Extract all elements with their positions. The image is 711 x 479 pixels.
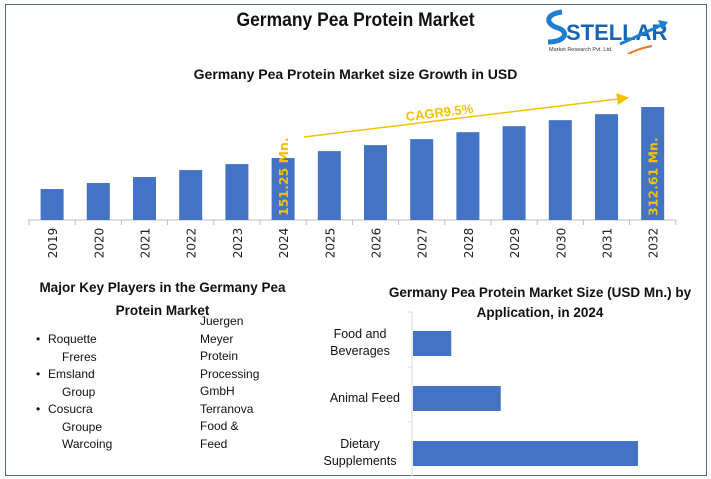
key-player-item-cont: Group [62,384,96,399]
x-tick-label-2027: 2027 [416,228,430,259]
logo-wordmark: STELLAR [566,20,668,45]
key-player-line: Food & [200,419,239,433]
infographic-frame [5,4,707,476]
key-player-line: GmbH [200,384,235,398]
x-tick-label-2023: 2023 [231,228,245,259]
x-tick-label-2024: 2024 [277,228,291,259]
key-player-item-cont: Warcoing [62,437,113,451]
key-player-item: Roquette [36,331,112,349]
x-tick-label-2019: 2019 [46,228,60,259]
key-players-left-list: Roquette Freres Emsland Group Cosucra Gr… [36,331,112,454]
key-player-item-cont: Groupe [62,419,103,434]
key-player-line: Terranova [200,401,254,416]
bar-2022 [179,170,203,220]
bar-2032 [641,107,665,220]
bar-2027 [410,139,434,220]
logo-tagline: Market Research Pvt. Ltd. [549,47,613,53]
cagr-arrow [303,93,629,138]
x-tick-label-2020: 2020 [92,228,106,259]
key-player-line: Meyer [200,331,234,346]
bar-2026 [364,145,387,220]
data-label-2032: 312.61 Mn. [646,137,661,216]
x-tick-label-2026: 2026 [370,228,384,259]
data-label-2024: 151.25 Mn. [276,137,291,216]
x-tick-label-2021: 2021 [139,228,153,259]
category-label-food-and-beverages: Food and Beverages [330,327,390,358]
bar-2025 [317,151,341,220]
stellar-logo-graphic: STELLAR Market Research Pvt. Ltd. [546,9,668,54]
bar-2019 [40,189,64,220]
x-tick-label-2032: 2032 [647,228,661,259]
bar-2021 [133,177,156,220]
key-player-line: Processing [200,366,260,381]
x-tick-label-2030: 2030 [554,228,568,259]
x-tick-label-2022: 2022 [185,228,199,259]
hbar-food-and-beverages [413,331,452,356]
key-player-line: Juergen [200,314,244,328]
bar-2031 [595,114,618,220]
x-tick-label-2028: 2028 [462,228,476,259]
category-label-animal-feed: Animal Feed [329,391,400,405]
key-player-item: Emsland [36,366,112,384]
application-chart-title: Germany Pea Protein Market Size (USD Mn.… [388,285,692,320]
key-players-title: Major Key Players in the Germany Pea Pro… [39,280,286,318]
page-title: Germany Pea Protein Market [236,10,475,31]
key-player-line: Feed [200,436,228,451]
key-player-item: Cosucra [36,401,112,419]
x-tick-label-2031: 2031 [601,228,615,259]
bar-2030 [548,120,572,220]
key-player-line: Protein [200,349,239,363]
growth-chart-title: Germany Pea Protein Market size Growth i… [193,66,518,82]
key-player-item-cont: Freres [62,349,97,364]
stellar-logo: STELLAR Market Research Pvt. Ltd. [540,8,680,54]
bar-2024 [271,158,295,220]
x-tick-label-2025: 2025 [323,228,337,259]
hbar-dietary-supplements [413,441,638,466]
x-tick-label-2029: 2029 [508,228,522,259]
bar-2029 [502,126,526,220]
category-label-dietary-supplements: Dietary Supplements [323,437,397,468]
key-players-right-list: Juergen Meyer Protein Processing GmbH Te… [200,313,270,453]
bar-2028 [456,132,480,220]
bar-2023 [225,164,249,220]
hbar-animal-feed [413,386,501,411]
bar-2020 [86,183,110,220]
